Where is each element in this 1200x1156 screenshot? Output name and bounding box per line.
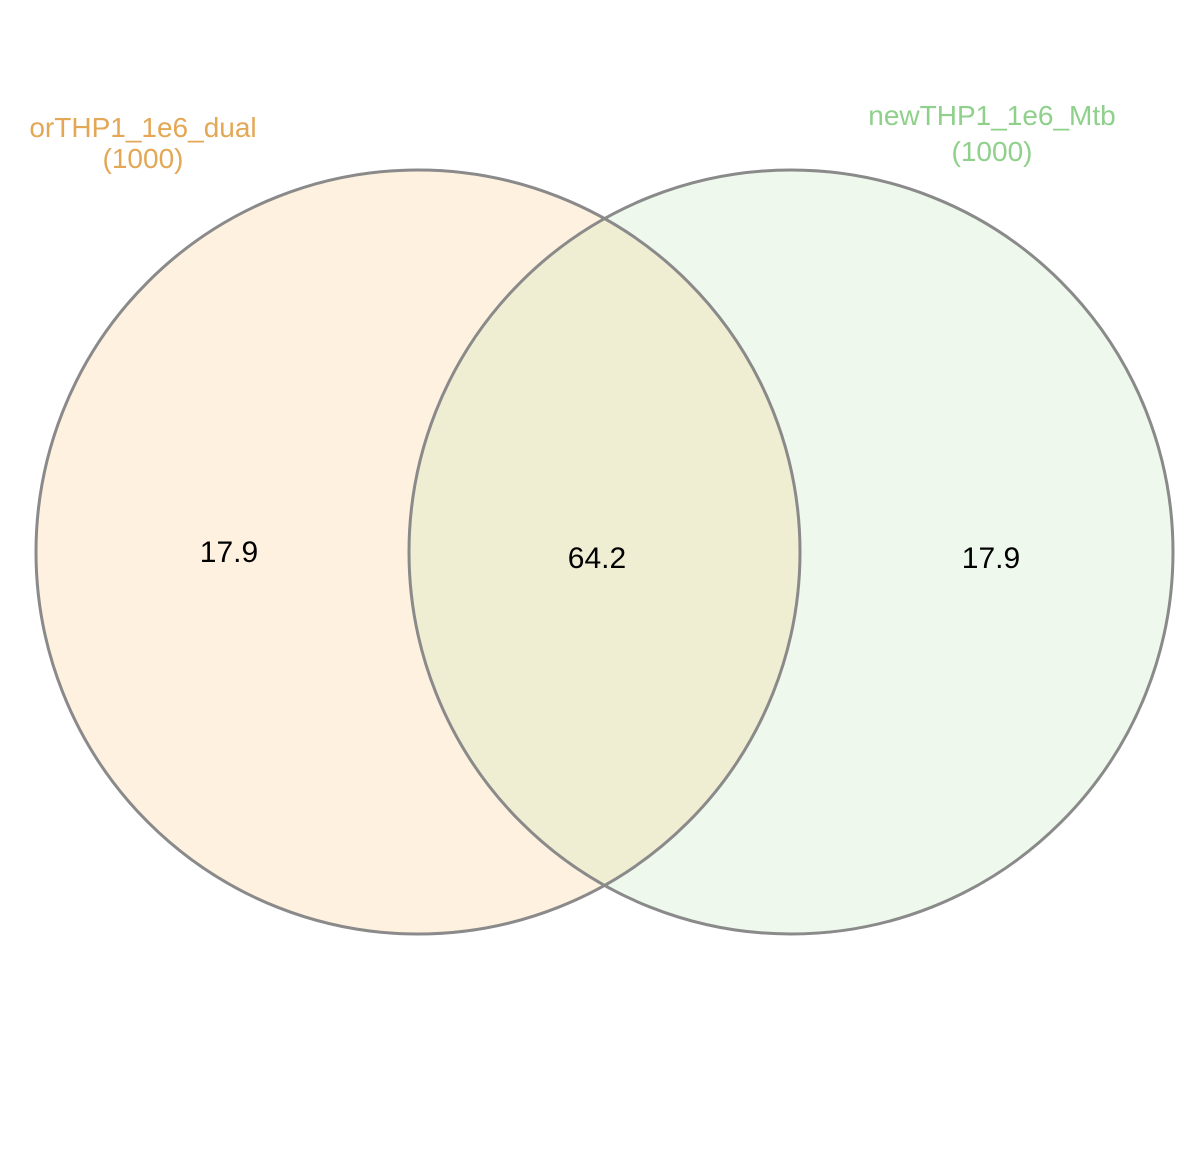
overlap-value: 64.2 (568, 542, 626, 575)
set-a-outline (34, 168, 802, 936)
only-set-b-value: 17.9 (962, 542, 1020, 575)
set-b-outline (407, 168, 1175, 936)
overlap-region (409, 170, 800, 934)
set-a-count: (1000) (103, 143, 184, 174)
set-b-name: newTHP1_1e6_Mtb (868, 100, 1115, 131)
set-b-count: (1000) (952, 136, 1033, 167)
only-set-a-value: 17.9 (200, 536, 258, 569)
set-a-name: orTHP1_1e6_dual (29, 112, 256, 143)
